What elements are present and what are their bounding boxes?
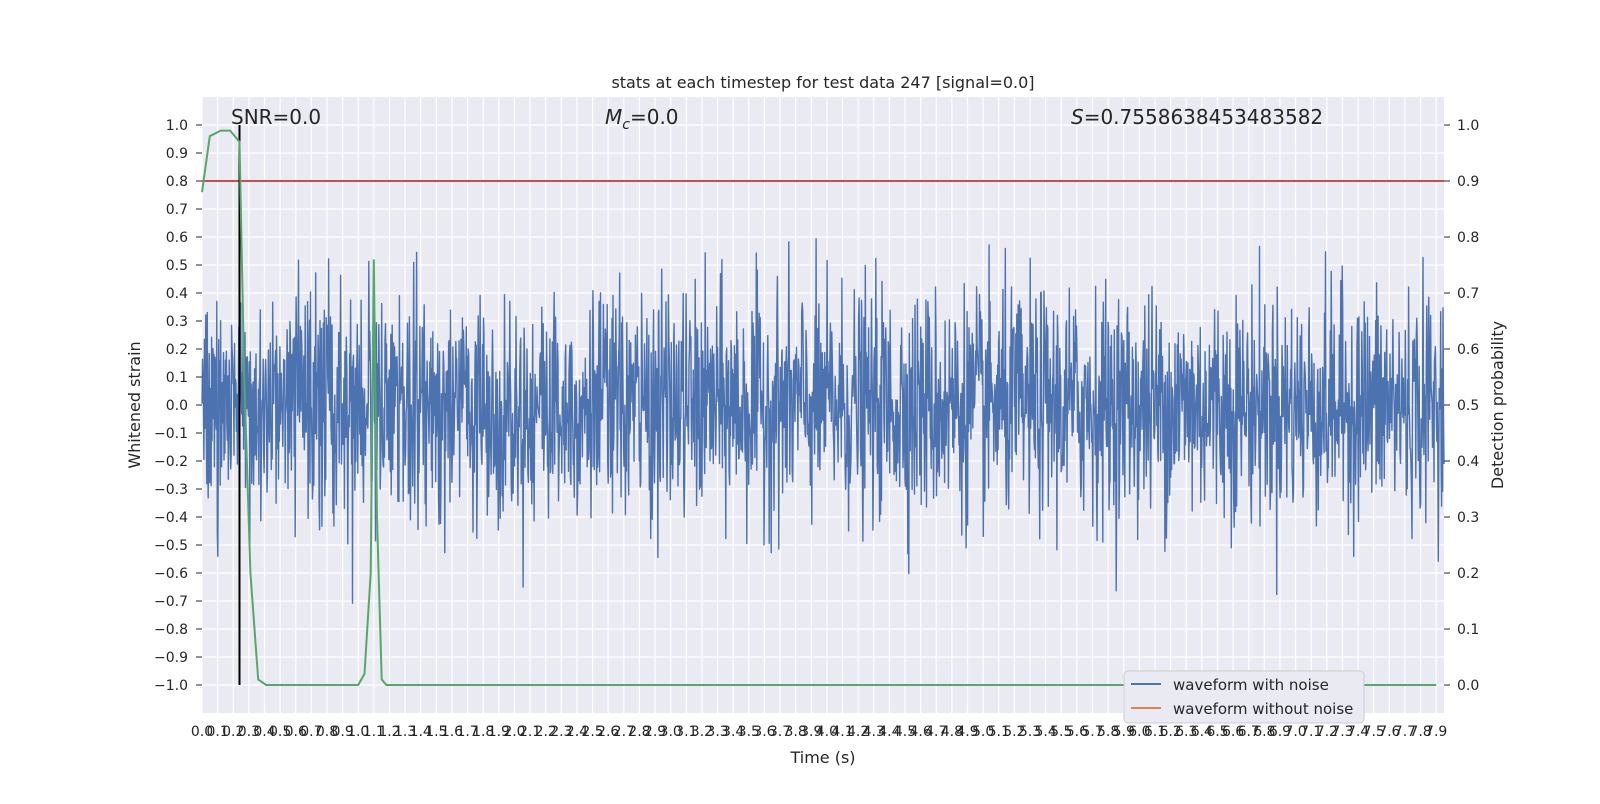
legend: waveform with noise waveform without noi… [1124,671,1364,723]
y-tick-label-left: −0.8 [154,622,188,638]
y-tick-label-left: −0.3 [154,482,188,498]
legend-label-clean: waveform without noise [1173,700,1353,718]
y-tick-label-right: 0.3 [1457,510,1479,526]
y-tick-label-left: −1.0 [154,678,188,694]
y-tick-label-left: −0.6 [154,566,188,582]
y-tick-label-left: 0.2 [166,342,188,358]
y-tick-label-right: 0.6 [1457,342,1479,358]
annotation-chirp-mass: Mc=0.0 [605,105,679,133]
y-tick-label-right: 0.8 [1457,230,1479,246]
y-tick-label-left: −0.9 [154,650,188,666]
y-axis-label-right: Detection probability [1488,321,1507,489]
y-tick-label-right: 0.7 [1457,286,1479,302]
y-tick-label-right: 0.1 [1457,622,1479,638]
x-tick-label: 7.9 [1425,724,1447,740]
y-tick-label-left: 0.1 [166,370,188,386]
y-tick-label-left: 0.3 [166,314,188,330]
y-tick-label-left: 0.4 [166,286,188,302]
y-tick-label-right: 0.2 [1457,566,1479,582]
y-tick-label-left: 0.8 [166,174,188,190]
y-tick-label-left: −0.7 [154,594,188,610]
y-tick-label-left: 0.9 [166,146,188,162]
y-axis-label-left: Whitened strain [125,341,144,468]
y-tick-label-right: 0.0 [1457,678,1479,694]
annotation-score: S=0.7558638453483582 [1071,105,1323,129]
annotation-snr: SNR=0.0 [231,105,321,129]
x-axis-label: Time (s) [789,748,855,767]
y-tick-label-right: 0.9 [1457,174,1479,190]
y-tick-label-right: 1.0 [1457,118,1479,134]
y-tick-label-left: 1.0 [166,118,188,134]
x-tick-labels: 0.00.10.20.30.40.50.60.70.80.91.01.11.21… [191,724,1447,740]
y-tick-label-left: 0.6 [166,230,188,246]
y-tick-label-left: −0.1 [154,426,188,442]
y-tick-label-left: 0.7 [166,202,188,218]
legend-label-noise: waveform with noise [1173,676,1329,694]
y-tick-label-left: −0.2 [154,454,188,470]
y-tick-label-left: 0.5 [166,258,188,274]
y-tick-label-right: 0.5 [1457,398,1479,414]
y-tick-label-left: −0.5 [154,538,188,554]
y-tick-label-right: 0.4 [1457,454,1479,470]
y-tick-label-left: −0.4 [154,510,188,526]
y-tick-labels-right: 1.0 0.9 0.8 0.7 0.6 0.5 0.4 0.3 0.2 0.1 0.0 [1444,118,1479,694]
chart-title: stats at each timestep for test data 247… [611,73,1034,92]
y-tick-labels-left: 1.0 0.9 0.8 0.7 0.6 0.5 0.4 0.3 0.2 0.1 0.0 −0.1 −0.… [154,118,202,694]
y-tick-label-left: 0.0 [166,398,188,414]
